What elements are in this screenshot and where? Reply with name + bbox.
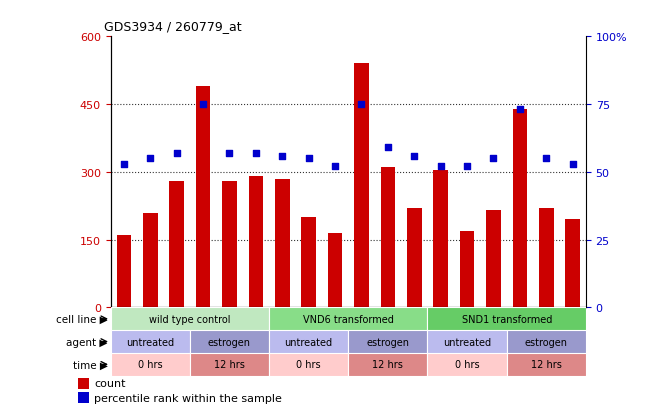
Bar [301,218,316,308]
Bar [78,378,89,389]
Bar [428,308,586,330]
Point [488,156,499,162]
Bar [269,308,428,330]
Point [541,156,551,162]
Bar [328,233,342,308]
Bar [143,213,158,308]
Bar [222,181,237,308]
Bar [190,330,269,353]
Point [409,153,419,159]
Bar [117,235,131,308]
Bar [539,209,553,308]
Point [145,156,156,162]
Point [330,164,340,170]
Text: count: count [94,378,126,388]
Bar [249,177,263,308]
Point [383,145,393,152]
Text: estrogen: estrogen [208,337,251,347]
Text: SND1 transformed: SND1 transformed [462,314,552,324]
Bar [434,170,448,308]
Text: agent ▶: agent ▶ [66,337,107,347]
Point [118,161,129,168]
Bar [348,330,428,353]
Bar [512,109,527,308]
Bar [428,330,506,353]
Bar [506,353,586,376]
Bar [381,168,395,308]
Point [198,102,208,108]
Bar [506,330,586,353]
Point [515,107,525,114]
Point [436,164,446,170]
Bar [78,392,89,403]
Point [224,150,234,157]
Bar [428,353,506,376]
Bar [354,64,368,308]
Point [251,150,261,157]
Bar [111,308,269,330]
Point [462,164,472,170]
Text: wild type control: wild type control [149,314,230,324]
Point [568,161,578,168]
Bar [169,181,184,308]
Bar [275,179,290,308]
Bar [348,353,428,376]
Text: 12 hrs: 12 hrs [531,359,562,370]
Bar [196,87,210,308]
Point [356,102,367,108]
Point [277,153,288,159]
Point [171,150,182,157]
Point [303,156,314,162]
Text: untreated: untreated [284,337,333,347]
Bar [566,220,580,308]
Bar [190,353,269,376]
Text: 12 hrs: 12 hrs [372,359,404,370]
Text: estrogen: estrogen [525,337,568,347]
Bar [111,330,190,353]
Text: 0 hrs: 0 hrs [296,359,321,370]
Text: untreated: untreated [126,337,174,347]
Text: GDS3934 / 260779_at: GDS3934 / 260779_at [104,20,242,33]
Bar [486,211,501,308]
Text: 12 hrs: 12 hrs [214,359,245,370]
Text: 0 hrs: 0 hrs [138,359,163,370]
Text: untreated: untreated [443,337,491,347]
Bar [269,330,348,353]
Bar [460,231,475,308]
Bar [269,353,348,376]
Text: estrogen: estrogen [367,337,409,347]
Text: cell line ▶: cell line ▶ [56,314,107,324]
Text: VND6 transformed: VND6 transformed [303,314,394,324]
Bar [407,209,422,308]
Bar [111,353,190,376]
Text: percentile rank within the sample: percentile rank within the sample [94,393,283,403]
Text: 0 hrs: 0 hrs [455,359,479,370]
Text: time ▶: time ▶ [72,359,107,370]
